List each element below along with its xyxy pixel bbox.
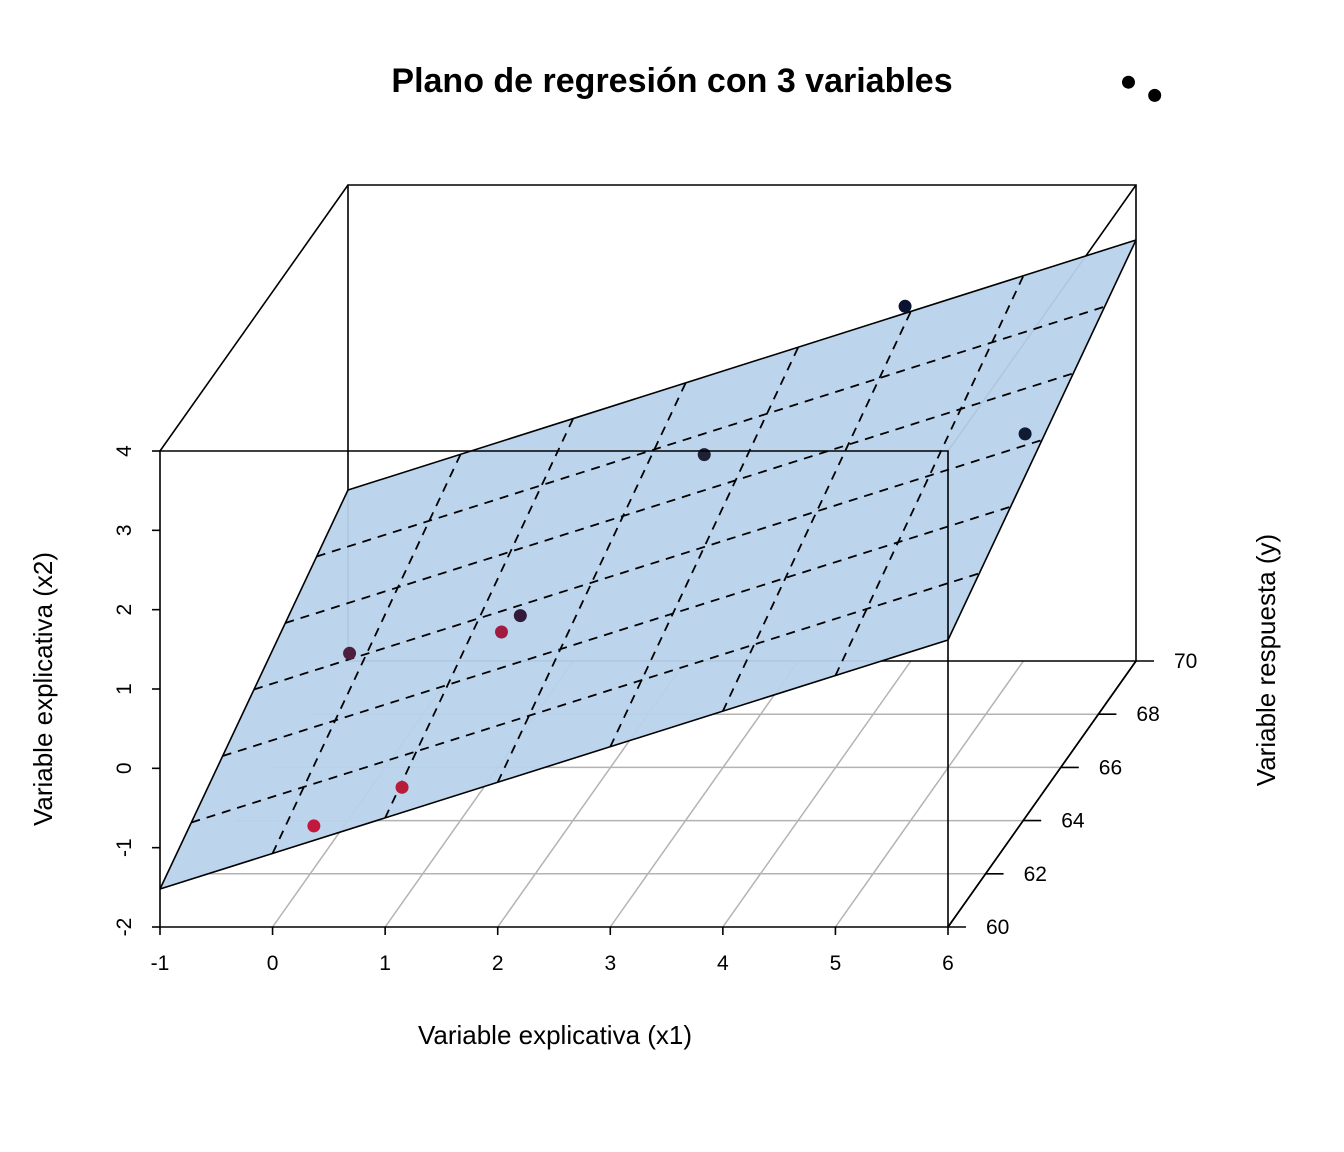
data-point xyxy=(1121,75,1135,89)
y-tick-label: 2 xyxy=(113,604,136,616)
plane-grid-line xyxy=(722,311,912,712)
x-tick-label: 2 xyxy=(492,952,504,975)
z-axis-line xyxy=(947,660,1137,928)
x-tick-label: 3 xyxy=(604,952,616,975)
z-axis-title: Variable respuesta (y) xyxy=(1251,534,1281,786)
x-tick-label: 4 xyxy=(717,952,729,975)
data-point xyxy=(1148,88,1162,102)
data-point xyxy=(343,646,357,660)
data-point xyxy=(1018,427,1032,441)
data-point xyxy=(697,448,711,462)
plane-fill xyxy=(160,240,1136,889)
box-top-left-edge xyxy=(159,184,349,452)
plane-grid-line xyxy=(253,439,1043,691)
z-tick-label: 62 xyxy=(1024,863,1047,886)
floor-grid-line-x xyxy=(609,660,799,928)
y-axis-title: Variable explicativa (x2) xyxy=(28,552,58,826)
chart-title: Plano de regresión con 3 variables xyxy=(391,62,952,100)
y-tick-label: 4 xyxy=(113,445,136,457)
z-tick-label: 68 xyxy=(1136,703,1159,726)
plane-edge xyxy=(159,489,349,890)
data-point xyxy=(513,609,527,623)
x-axis-title: Variable explicativa (x1) xyxy=(418,1020,692,1050)
z-tick-label: 66 xyxy=(1099,756,1122,779)
x-tick-label: 1 xyxy=(379,952,391,975)
data-point xyxy=(898,299,912,313)
plane-edge xyxy=(947,239,1137,641)
axes: -1 0 1 2 3 4 5 6 -2 -1 0 1 2 3 4 60 62 64 66 68 70 xyxy=(113,445,1197,975)
y-tick-label: 1 xyxy=(113,683,136,695)
regression-plane xyxy=(159,239,1137,890)
y-tick-label: 0 xyxy=(113,762,136,774)
data-point xyxy=(307,819,321,833)
x-tick-label: 5 xyxy=(830,952,842,975)
plane-edge xyxy=(347,239,1137,491)
plane-edge xyxy=(159,639,949,890)
plane-grid-line xyxy=(285,372,1074,624)
plane-grid-line xyxy=(191,572,980,824)
z-tick-label: 60 xyxy=(986,916,1009,939)
plane-grid-line xyxy=(316,305,1105,558)
z-tick-label: 64 xyxy=(1061,810,1085,833)
y-tick-label: 3 xyxy=(113,524,136,536)
z-tick-label: 70 xyxy=(1174,650,1197,673)
floor-grid-line-x xyxy=(722,660,912,928)
data-point xyxy=(494,625,508,639)
x-tick-label: -1 xyxy=(151,952,170,975)
data-point xyxy=(395,780,409,794)
y-tick-label: -2 xyxy=(113,918,136,937)
y-tick-label: -1 xyxy=(113,838,136,857)
floor-grid-line-x xyxy=(834,660,1025,928)
x-tick-label: 0 xyxy=(267,952,279,975)
plane-grid-line xyxy=(222,505,1011,757)
x-tick-label: 6 xyxy=(942,952,954,975)
